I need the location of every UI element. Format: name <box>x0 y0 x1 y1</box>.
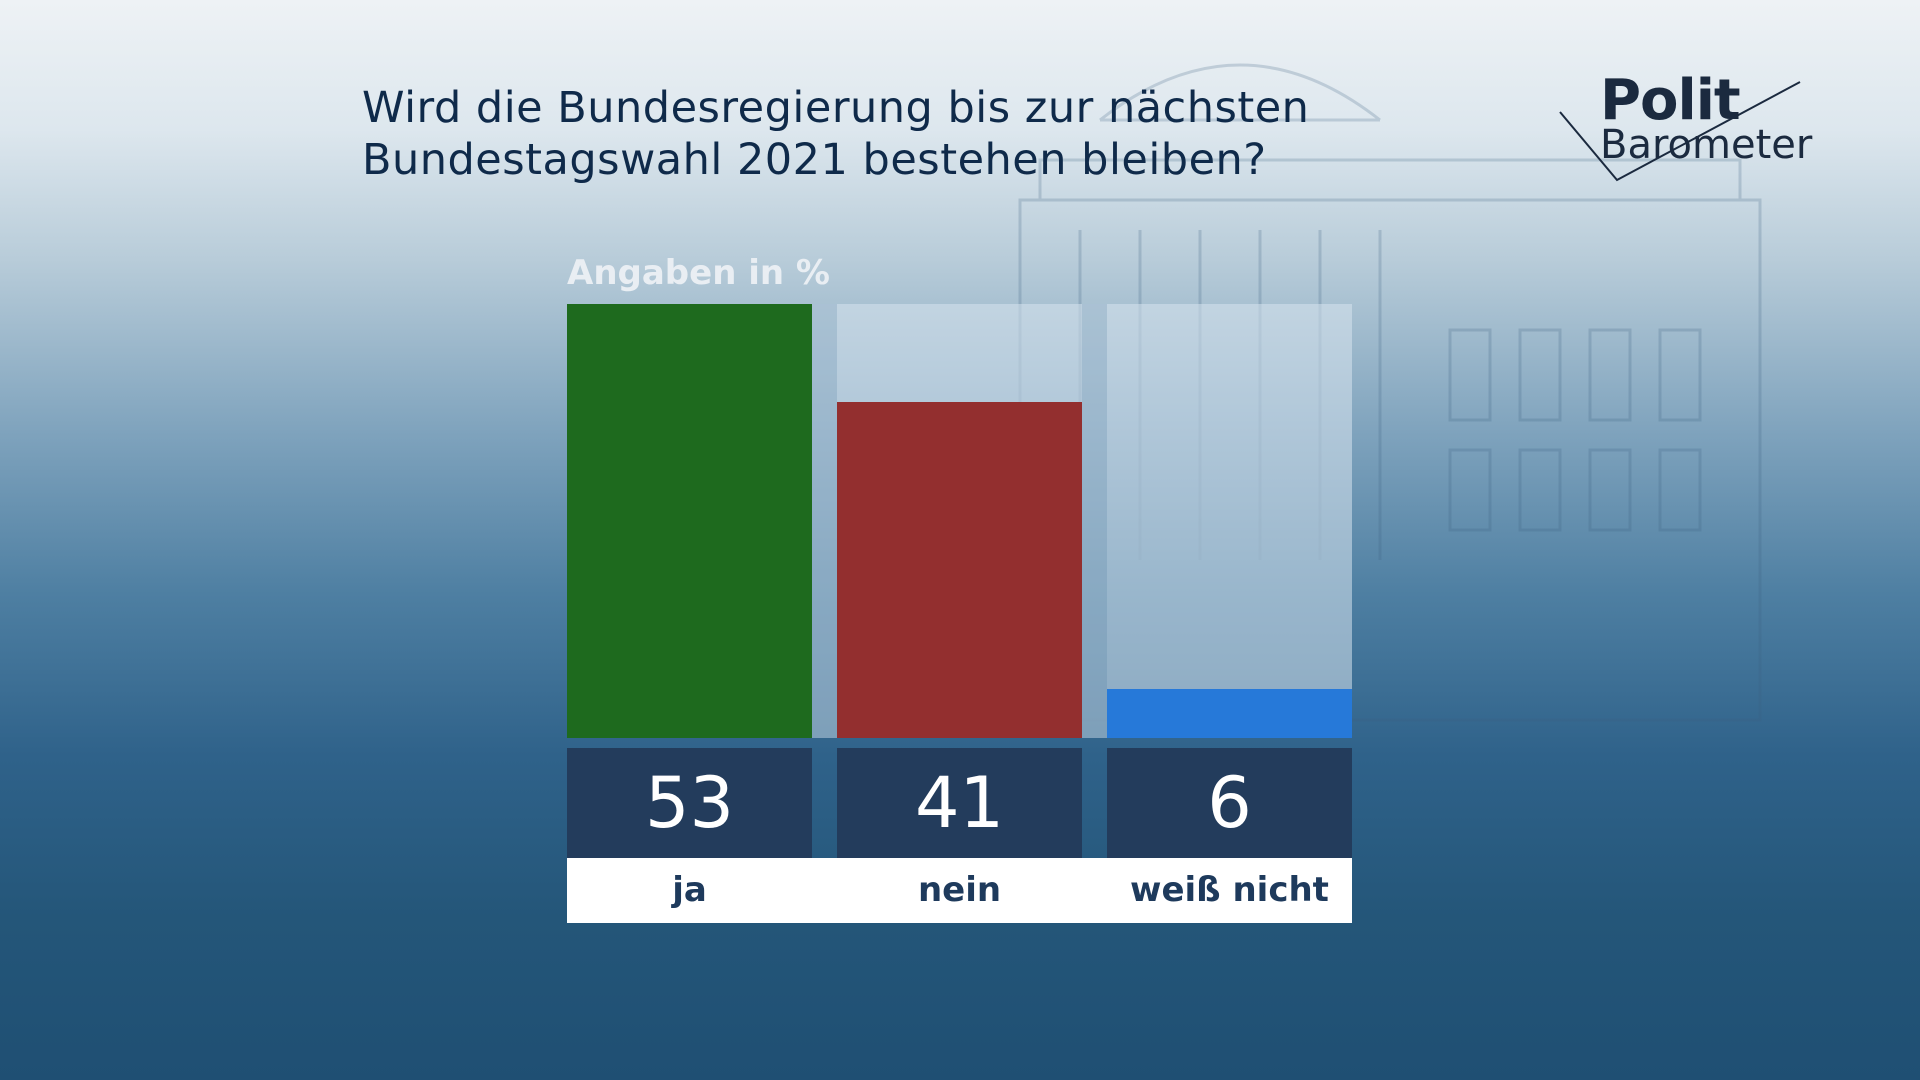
title-line-1: Wird die Bundesregierung bis zur nächste… <box>362 83 1310 133</box>
unit-label: Angaben in % <box>567 253 831 293</box>
bar-chart: 53 ja 41 nein 6 weiß nicht <box>567 304 1352 923</box>
politbarometer-logo: Polit Barometer <box>1555 68 1815 190</box>
value-label: 53 <box>567 748 812 858</box>
chart-title: Wird die Bundesregierung bis zur nächste… <box>362 82 1462 186</box>
category-label: nein <box>917 870 1002 910</box>
value-label: 6 <box>1107 748 1352 858</box>
bar-ja <box>567 304 812 738</box>
checkmark-icon <box>1559 81 1801 182</box>
category-label: ja <box>672 870 707 910</box>
bar-nein <box>837 402 1082 738</box>
logo-word-polit: Polit <box>1600 68 1741 133</box>
bar-weiß-nicht <box>1107 689 1352 738</box>
bar-gap <box>1082 304 1107 738</box>
category-label-strip <box>567 858 1352 923</box>
category-label: weiß nicht <box>1130 870 1329 910</box>
value-label: 41 <box>837 748 1082 858</box>
bar-gap <box>812 304 837 738</box>
logo-word-barometer: Barometer <box>1600 122 1813 168</box>
title-line-2: Bundestagswahl 2021 bestehen bleiben? <box>362 135 1267 185</box>
